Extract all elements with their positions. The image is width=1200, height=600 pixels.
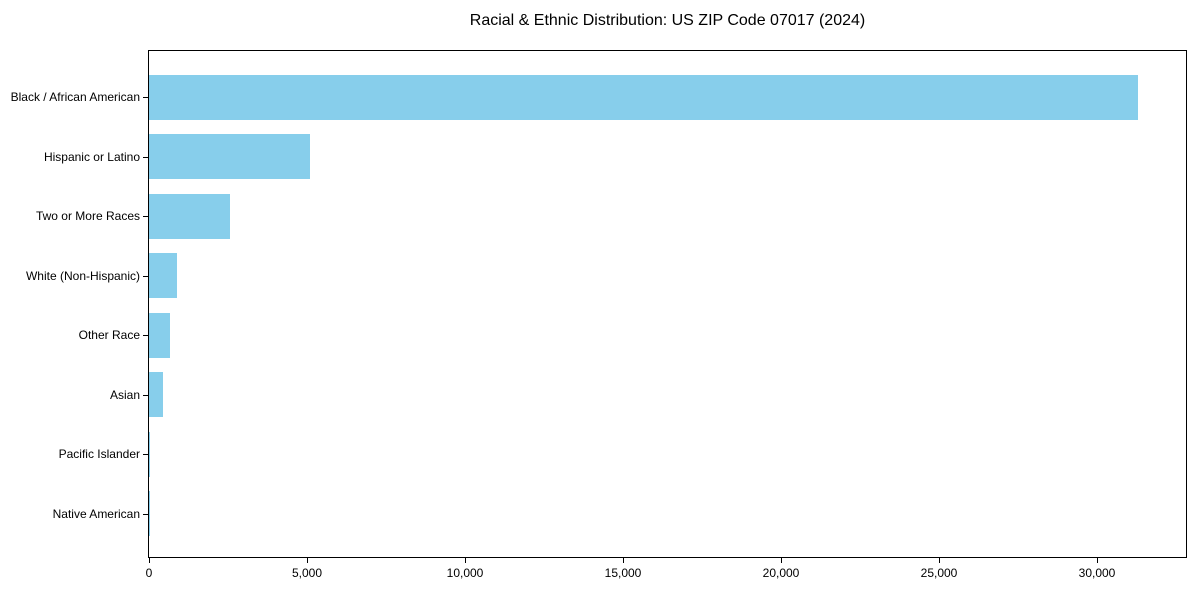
bar-pacific-islander bbox=[149, 432, 150, 477]
bar-other-race bbox=[149, 313, 170, 358]
y-tick-mark bbox=[143, 157, 148, 158]
y-tick-mark bbox=[143, 395, 148, 396]
x-tick-label-5000: 5,000 bbox=[291, 566, 323, 580]
x-tick-mark bbox=[149, 558, 150, 563]
plot-area bbox=[148, 50, 1187, 558]
y-tick-mark bbox=[143, 514, 148, 515]
y-tick-label-native-american: Native American bbox=[52, 507, 140, 521]
y-tick-mark bbox=[143, 335, 148, 336]
x-tick-label-15000: 15,000 bbox=[604, 566, 642, 580]
y-tick-label-asian: Asian bbox=[109, 388, 140, 402]
x-tick-label-30000: 30,000 bbox=[1078, 566, 1116, 580]
x-tick-label-25000: 25,000 bbox=[920, 566, 958, 580]
bar-asian bbox=[149, 372, 164, 417]
y-tick-label-black-african-american: Black / African American bbox=[10, 90, 140, 104]
x-tick-mark bbox=[1097, 558, 1098, 563]
bar-two-or-more-races bbox=[149, 194, 230, 239]
x-tick-label-10000: 10,000 bbox=[446, 566, 484, 580]
bar-hispanic-or-latino bbox=[149, 134, 311, 179]
x-tick-mark bbox=[465, 558, 466, 563]
x-tick-label-20000: 20,000 bbox=[762, 566, 800, 580]
y-tick-mark bbox=[143, 216, 148, 217]
y-tick-label-other-race: Other Race bbox=[78, 328, 140, 342]
y-tick-mark bbox=[143, 276, 148, 277]
bar-native-american bbox=[149, 491, 150, 536]
x-tick-mark bbox=[623, 558, 624, 563]
y-tick-mark bbox=[143, 97, 148, 98]
x-tick-mark bbox=[939, 558, 940, 563]
y-tick-label-white-non-hispanic: White (Non-Hispanic) bbox=[25, 269, 140, 283]
y-tick-label-hispanic-or-latino: Hispanic or Latino bbox=[43, 150, 140, 164]
x-tick-mark bbox=[307, 558, 308, 563]
chart-title: Racial & Ethnic Distribution: US ZIP Cod… bbox=[469, 12, 866, 29]
x-tick-mark bbox=[781, 558, 782, 563]
y-tick-label-two-or-more-races: Two or More Races bbox=[35, 209, 140, 223]
y-tick-mark bbox=[143, 454, 148, 455]
x-tick-label-0: 0 bbox=[145, 566, 153, 580]
bar-white-non-hispanic bbox=[149, 253, 178, 298]
bar-black-african-american bbox=[149, 75, 1138, 120]
y-tick-label-pacific-islander: Pacific Islander bbox=[58, 447, 140, 461]
